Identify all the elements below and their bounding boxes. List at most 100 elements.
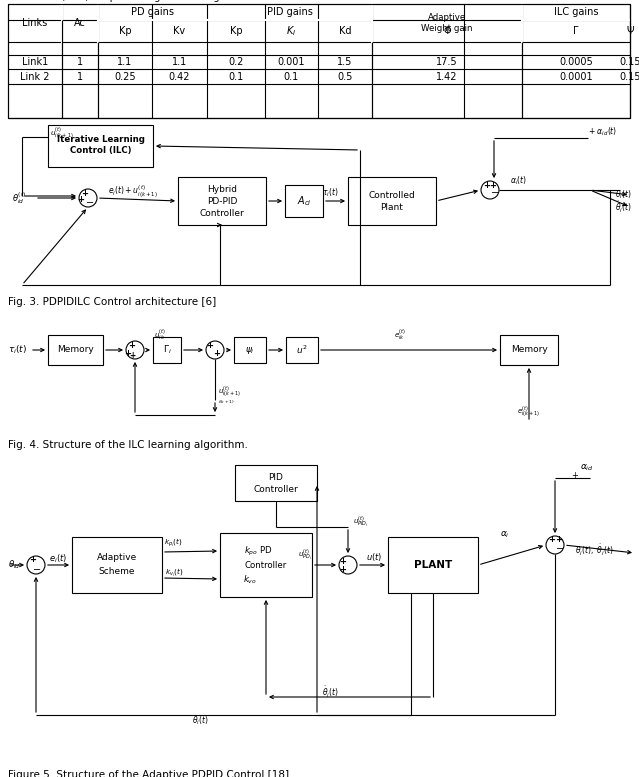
Text: Plant: Plant [381,203,403,211]
Text: Ψ: Ψ [626,26,634,36]
Text: PID: PID [268,473,284,483]
Text: +: + [555,535,562,545]
Text: 0.001: 0.001 [278,57,305,67]
Text: $\Gamma_i$: $\Gamma_i$ [162,343,171,356]
Text: Kp: Kp [119,26,131,36]
Text: −: − [33,565,41,575]
Text: −: − [86,198,94,208]
Bar [388,537,478,593]
Text: Memory: Memory [511,346,548,354]
Bar [220,533,312,597]
Text: +: + [213,350,220,358]
Bar [8,4,630,118]
Circle shape [206,341,224,359]
Text: +: + [125,349,132,357]
Text: $k_{v_i}(t)$: $k_{v_i}(t)$ [165,567,183,579]
Text: 17.5: 17.5 [436,57,458,67]
Text: $K_I$: $K_I$ [286,24,296,38]
Text: +: + [571,472,578,480]
Text: Γ: Γ [573,26,579,36]
Text: PD-PID: PD-PID [207,197,237,205]
Text: $\theta_{id}$: $\theta_{id}$ [8,559,21,571]
Text: 0.15: 0.15 [619,57,639,67]
Bar [178,177,266,225]
Text: Fig. 3. PDPIDILC Control architecture [6]: Fig. 3. PDPIDILC Control architecture [6… [8,297,216,307]
Text: $\alpha_i$: $\alpha_i$ [500,530,510,540]
Text: 0.1: 0.1 [284,71,299,82]
Circle shape [79,189,97,207]
Text: Ac: Ac [74,18,86,28]
Text: $\tau_i(t)$: $\tau_i(t)$ [8,343,27,356]
Text: Iterative Learning: Iterative Learning [57,134,144,144]
Text: $\alpha_{id}$: $\alpha_{id}$ [580,463,594,473]
Text: $u_{PID_i}^{(t)}$: $u_{PID_i}^{(t)}$ [353,514,369,529]
Text: 1.42: 1.42 [436,71,458,82]
Bar [72,537,162,593]
Text: $u_{PD_i}^{(t)}$: $u_{PD_i}^{(t)}$ [298,548,312,563]
Text: PLANT: PLANT [414,560,452,570]
Text: $e^{(t)}_{ik}$: $e^{(t)}_{ik}$ [394,328,406,342]
Text: $k_{vo}$: $k_{vo}$ [243,573,257,587]
Circle shape [126,341,144,359]
Text: 1.5: 1.5 [337,57,353,67]
Bar [285,185,323,217]
Text: 0.2: 0.2 [228,57,243,67]
Text: +: + [29,556,36,565]
Text: Control (ILC): Control (ILC) [70,147,131,155]
Text: Kd: Kd [339,26,351,36]
Bar [48,335,103,365]
Text: Adaptive
Weight gain: Adaptive Weight gain [421,13,473,33]
Text: +: + [129,351,135,361]
Text: Links: Links [22,18,48,28]
Text: Controller: Controller [199,208,244,218]
Text: −: − [556,544,564,554]
Text: +: + [77,196,84,204]
Text: $\dot\theta_i(t)$: $\dot\theta_i(t)$ [615,200,632,214]
Text: $A_{ci}$: $A_{ci}$ [296,194,311,208]
Bar [153,337,181,363]
Text: $k_{po}$ PD: $k_{po}$ PD [243,545,272,558]
Text: +: + [339,556,346,566]
Text: $e^{(t)}_{i(k+1)}$: $e^{(t)}_{i(k+1)}$ [518,405,541,420]
Text: Table 2: PD, PID, adaptive weight and ILC gains: Table 2: PD, PID, adaptive weight and IL… [8,0,240,2]
Text: $u^{(t)}_{i(k+1)}$: $u^{(t)}_{i(k+1)}$ [218,385,241,399]
Text: +: + [339,566,346,574]
Text: 0.0001: 0.0001 [559,71,593,82]
Text: 0.0005: 0.0005 [559,57,593,67]
Text: +: + [484,180,491,190]
Text: 1: 1 [77,57,83,67]
Text: Controller: Controller [254,486,298,494]
Text: $\psi_i$: $\psi_i$ [245,344,255,356]
Text: $k_{p_i}(t)$: $k_{p_i}(t)$ [164,537,183,549]
Text: $\theta^{(t)}_{id}$: $\theta^{(t)}_{id}$ [12,190,26,206]
Text: $e_i(t) + u^{(t)}_{i(k+1)}$: $e_i(t) + u^{(t)}_{i(k+1)}$ [108,183,158,200]
Text: Memory: Memory [57,346,94,354]
Bar [348,177,436,225]
Text: $u^{(t)}_{ik}$: $u^{(t)}_{ik}$ [154,328,166,342]
Bar [234,337,266,363]
Text: +: + [489,180,497,190]
Text: +: + [128,342,135,350]
Circle shape [481,181,499,199]
Circle shape [546,536,564,554]
Text: Figure 5. Structure of the Adaptive PDPID Control [18]: Figure 5. Structure of the Adaptive PDPI… [8,770,289,777]
Text: +: + [82,190,88,198]
Text: 0.1: 0.1 [228,71,243,82]
Text: $_{i(k+1)}$: $_{i(k+1)}$ [218,399,235,406]
Text: 0.15: 0.15 [619,71,639,82]
Text: $e_i(t)$: $e_i(t)$ [49,552,67,565]
Bar [286,337,318,363]
Bar [500,335,558,365]
Text: $\theta_i(t)$: $\theta_i(t)$ [192,715,208,727]
Text: +: + [548,535,555,545]
Circle shape [27,556,45,574]
Bar [48,125,153,167]
Text: Kv: Kv [173,26,185,36]
Text: ILC gains: ILC gains [554,7,598,17]
Bar [235,465,317,501]
Text: $+\ \alpha_{id}(t)$: $+\ \alpha_{id}(t)$ [588,126,617,138]
Text: Φ: Φ [443,26,450,36]
Text: +: + [206,342,213,350]
Text: $u(t)$: $u(t)$ [366,551,382,563]
Text: $u^{(t)}_{i(k+1)}$: $u^{(t)}_{i(k+1)}$ [50,126,74,141]
